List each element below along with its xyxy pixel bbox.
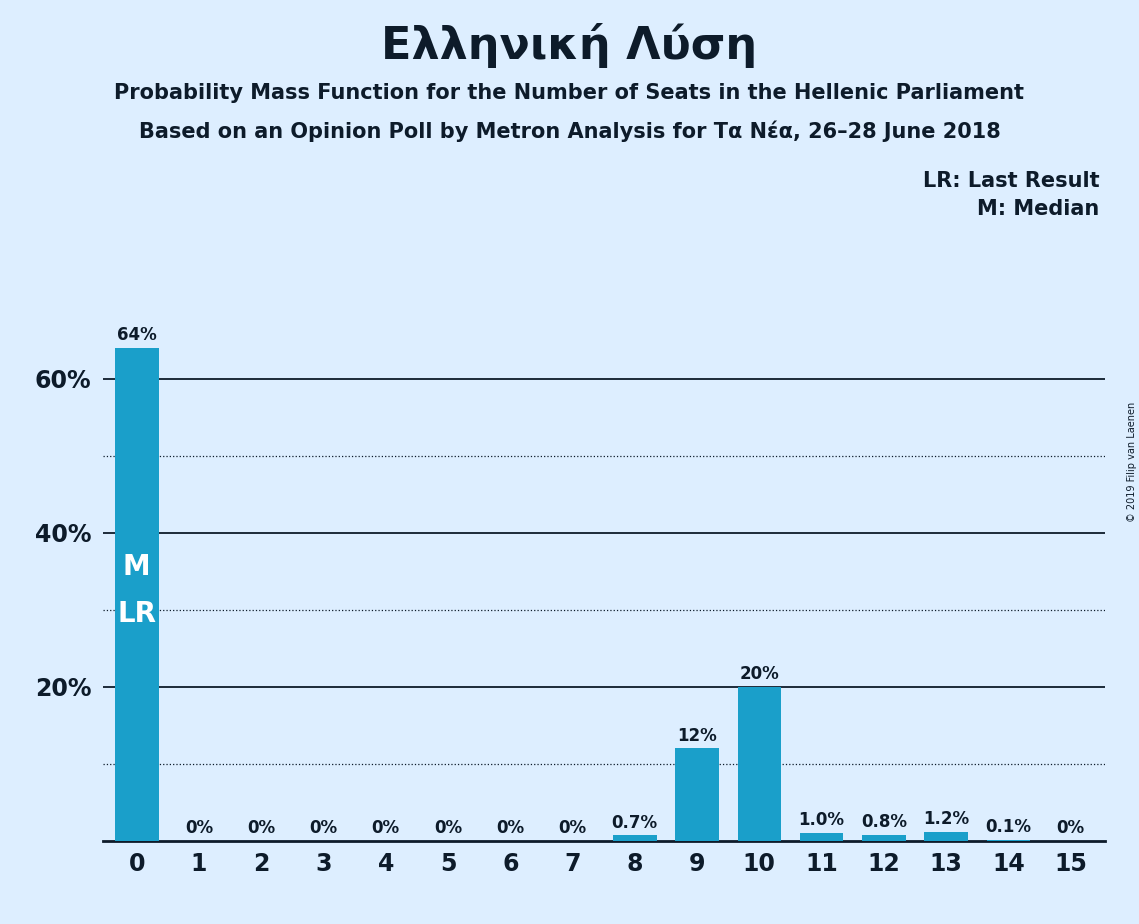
Bar — [738, 687, 781, 841]
Text: 0.7%: 0.7% — [612, 814, 658, 832]
Text: 0.8%: 0.8% — [861, 813, 907, 831]
Bar — [613, 835, 656, 841]
Text: 0%: 0% — [310, 819, 337, 837]
Text: 12%: 12% — [678, 726, 716, 745]
Text: 0%: 0% — [434, 819, 462, 837]
Text: M: Median: M: Median — [977, 199, 1099, 219]
Text: 0%: 0% — [497, 819, 524, 837]
Text: 1.0%: 1.0% — [798, 811, 844, 830]
Text: 1.2%: 1.2% — [923, 809, 969, 828]
Text: Based on an Opinion Poll by Metron Analysis for Τα Νέα, 26–28 June 2018: Based on an Opinion Poll by Metron Analy… — [139, 120, 1000, 141]
Bar — [924, 832, 968, 841]
Text: Probability Mass Function for the Number of Seats in the Hellenic Parliament: Probability Mass Function for the Number… — [115, 83, 1024, 103]
Text: 20%: 20% — [739, 665, 779, 683]
Bar — [675, 748, 719, 841]
Text: 64%: 64% — [117, 326, 157, 345]
Text: 0%: 0% — [1057, 819, 1084, 837]
Text: Ελληνική Λύση: Ελληνική Λύση — [382, 23, 757, 68]
Bar — [115, 348, 158, 841]
Text: 0%: 0% — [247, 819, 276, 837]
Text: © 2019 Filip van Laenen: © 2019 Filip van Laenen — [1126, 402, 1137, 522]
Text: 0.1%: 0.1% — [985, 819, 1031, 836]
Text: LR: Last Result: LR: Last Result — [923, 171, 1099, 191]
Text: 0%: 0% — [185, 819, 213, 837]
Text: 0%: 0% — [558, 819, 587, 837]
Text: M: M — [123, 553, 150, 581]
Text: 0%: 0% — [371, 819, 400, 837]
Bar — [800, 833, 843, 841]
Bar — [862, 834, 906, 841]
Text: LR: LR — [117, 600, 156, 627]
